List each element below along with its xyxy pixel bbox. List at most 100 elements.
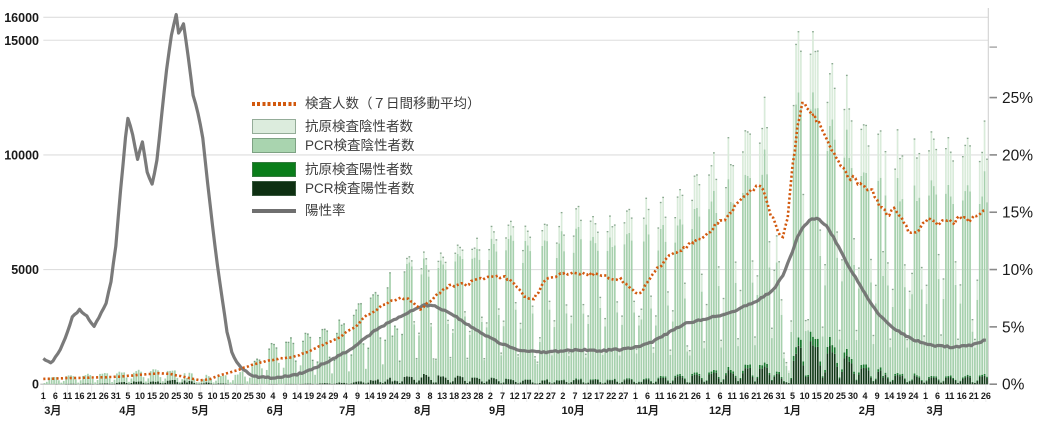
bar-segment	[978, 203, 981, 376]
bar-segment	[539, 337, 541, 342]
bar-segment	[601, 354, 604, 384]
bar-cap	[604, 317, 606, 320]
bar-segment	[147, 378, 150, 384]
bar-segment	[780, 299, 783, 315]
bar-segment	[275, 347, 278, 384]
bar-cap	[459, 246, 461, 249]
bar-cap	[710, 165, 713, 167]
bar-segment	[874, 303, 877, 379]
bar-segment	[193, 382, 196, 385]
bar-cap	[403, 271, 406, 273]
bar-segment	[911, 294, 913, 380]
x-tick-label: 19	[896, 391, 906, 401]
bar-segment	[954, 379, 957, 381]
bar-segment	[473, 377, 476, 385]
bar-segment	[577, 380, 580, 385]
bar-cap	[519, 322, 522, 325]
bar-segment	[599, 382, 602, 385]
bar-segment	[703, 341, 706, 349]
bar-segment	[309, 337, 312, 384]
bar-segment	[502, 326, 505, 383]
bar-segment	[715, 178, 718, 213]
bar-segment	[949, 375, 952, 378]
bar-segment	[514, 302, 517, 310]
bar-segment	[756, 295, 759, 377]
bar-segment	[802, 193, 805, 228]
bar-cap	[539, 337, 541, 339]
bar-segment	[217, 375, 220, 384]
bar-segment	[130, 382, 133, 385]
x-tick-label: 13	[437, 391, 447, 401]
bar-cap	[662, 196, 664, 199]
bar-segment	[592, 379, 594, 381]
bar-cap	[681, 194, 684, 197]
x-tick-label: 31	[775, 391, 785, 401]
bar-cap	[833, 87, 836, 89]
bar-segment	[715, 370, 718, 373]
bar-cap	[763, 96, 766, 98]
bar-segment	[971, 382, 974, 385]
bar-segment	[773, 290, 776, 376]
bar-segment	[195, 382, 198, 384]
bar-cap	[594, 223, 597, 225]
bar-segment	[468, 330, 471, 335]
bar-cap	[845, 74, 848, 77]
bar-segment	[256, 358, 258, 384]
bar-segment	[522, 249, 524, 263]
bar-cap	[483, 358, 486, 360]
bar-segment	[157, 370, 159, 382]
bar-segment	[384, 340, 387, 382]
x-tick-label: 26	[763, 391, 773, 401]
bar-segment	[502, 320, 505, 327]
x-tick-label: 16	[75, 391, 85, 401]
bar-segment	[696, 174, 698, 208]
bar-cap	[785, 361, 788, 364]
bar-segment	[838, 377, 841, 379]
bar-segment	[616, 382, 619, 385]
bar-segment	[466, 359, 469, 383]
bar-segment	[737, 346, 739, 381]
bar-segment	[961, 156, 964, 201]
bar-cap	[410, 260, 413, 262]
bar-segment	[389, 273, 391, 378]
bar-cap	[908, 290, 911, 292]
bar-segment	[418, 332, 420, 336]
bar-segment	[937, 253, 940, 280]
bar-segment	[84, 375, 87, 384]
bar-segment	[862, 172, 865, 365]
x-tick-label: 9	[355, 391, 360, 401]
bar-segment	[773, 375, 776, 377]
bar-segment	[896, 177, 899, 374]
bar-segment	[560, 231, 563, 380]
bar-segment	[959, 284, 962, 304]
bar-segment	[190, 381, 193, 385]
bar-cap	[541, 230, 544, 232]
bar-cap	[580, 219, 582, 222]
bar-segment	[722, 379, 725, 381]
bar-segment	[768, 373, 771, 376]
bar-segment	[766, 126, 768, 175]
bar-segment	[464, 316, 466, 381]
bar-cap	[396, 328, 399, 330]
bar-cap	[311, 359, 314, 361]
bar-segment	[640, 308, 643, 320]
bar-segment	[824, 264, 826, 286]
bar-segment	[853, 373, 855, 385]
x-tick-label: 25	[171, 391, 181, 401]
bar-segment	[918, 152, 921, 198]
bar-cap	[858, 267, 860, 269]
x-tick-label: 29	[401, 391, 411, 401]
bar-cap	[630, 217, 633, 219]
bar-segment	[703, 348, 706, 382]
bar-cap	[790, 320, 793, 322]
x-tick-label: 27	[618, 391, 628, 401]
bar-segment	[935, 148, 938, 195]
bar-segment	[493, 243, 495, 378]
bar-segment	[860, 175, 863, 365]
bar-segment	[725, 375, 727, 385]
bar-cap	[959, 284, 962, 286]
bar-cap	[742, 151, 744, 153]
bar-segment	[628, 378, 631, 380]
bar-segment	[874, 378, 877, 380]
